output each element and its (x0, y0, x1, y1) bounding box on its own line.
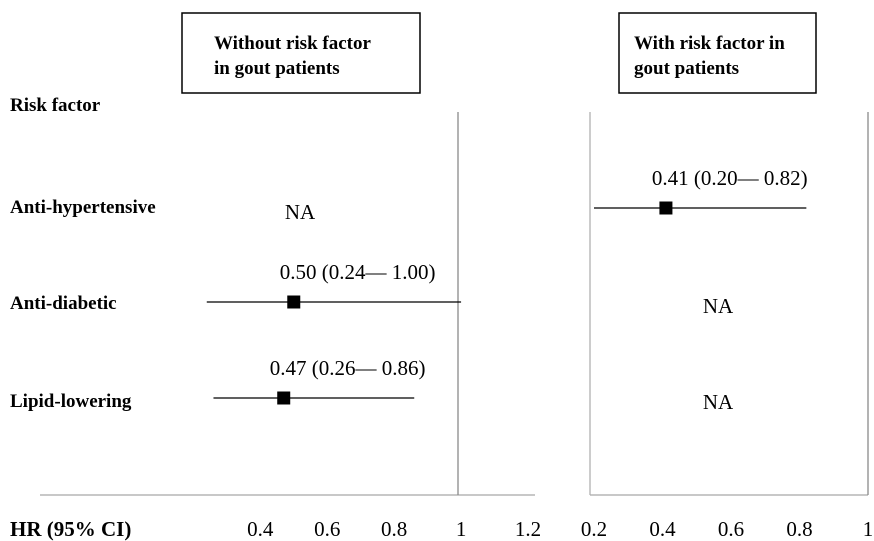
left-tick-label-2: 0.8 (381, 517, 407, 541)
right-hr-value-label-0: 0.41 (0.20— 0.82) (652, 166, 808, 190)
left-hr-value-label-1: 0.50 (0.24— 1.00) (280, 260, 436, 284)
left-panel-marks: 0.4 0.6 0.8 1 1.2 NA 0.50 (0.24— 1.00) 0.47 (0.… (206, 200, 541, 541)
left-tick-label-3: 1 (456, 517, 467, 541)
left-hr-marker-1 (287, 295, 301, 309)
right-panel-title-line-2: gout patients (634, 58, 739, 79)
right-panel-title-box (618, 12, 817, 94)
right-panel-marks: 0.2 0.4 0.6 0.8 1 0.41 (0.20— 0.82) NA NA (581, 166, 873, 541)
right-tick-label-4: 1 (863, 517, 874, 541)
right-hr-marker-0 (659, 201, 673, 215)
right-na-label-2: NA (703, 390, 734, 414)
row-label-anti-diabetic: Anti-diabetic (10, 293, 117, 314)
left-tick-label-4: 1.2 (515, 517, 541, 541)
right-panel-title-line-1: With risk factor in (634, 33, 785, 54)
left-na-label-0: NA (285, 200, 316, 224)
left-panel-title-box (181, 12, 421, 94)
right-tick-label-0: 0.2 (581, 517, 607, 541)
row-label-lipid-lowering: Lipid-lowering (10, 391, 132, 412)
right-tick-label-2: 0.6 (718, 517, 744, 541)
row-label-anti-hypertensive: Anti-hypertensive (10, 197, 156, 218)
right-tick-label-3: 0.8 (786, 517, 812, 541)
right-na-label-1: NA (703, 294, 734, 318)
left-tick-label-1: 0.6 (314, 517, 340, 541)
left-panel-title-line-2: in gout patients (214, 58, 340, 79)
axis-label-hr: HR (95% CI) (10, 517, 131, 541)
row-header: Risk factor (10, 95, 101, 116)
left-panel-title-line-1: Without risk factor (214, 33, 371, 54)
right-tick-label-1: 0.4 (649, 517, 676, 541)
left-tick-label-0: 0.4 (247, 517, 274, 541)
left-hr-value-label-2: 0.47 (0.26— 0.86) (270, 356, 426, 380)
left-hr-marker-2 (277, 391, 291, 405)
